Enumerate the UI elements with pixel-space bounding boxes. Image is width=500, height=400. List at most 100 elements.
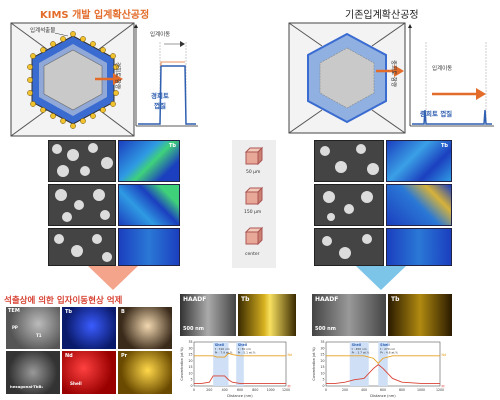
- right-tb-map-center: [386, 228, 452, 266]
- right-micrograph-50: [314, 140, 384, 182]
- series-line-pr: [194, 375, 286, 384]
- right-down-arrow-icon: [356, 266, 406, 290]
- series-label: Pr: [442, 384, 446, 388]
- series-label: Nd: [442, 353, 447, 357]
- x-tick-label: 1000: [417, 388, 425, 392]
- shell-band: [213, 342, 229, 386]
- right-haadf-image: HAADF 500 nm: [312, 294, 386, 336]
- x-tick-label: 200: [342, 388, 348, 392]
- y-tick-label: 30: [188, 346, 192, 350]
- series-line-pr: [326, 364, 440, 384]
- x-tick-label: 1200: [436, 388, 444, 392]
- nd-tile: Nd Shell: [62, 351, 116, 394]
- y-tick-label: 35: [320, 340, 324, 344]
- right-tb-map-150: [386, 184, 452, 226]
- left-arrow-icon: [95, 73, 123, 85]
- x-tick-label: 600: [380, 388, 386, 392]
- x-tick-label: 600: [237, 388, 243, 392]
- y-tick-label: 10: [188, 371, 192, 375]
- right-arrow-label: 입계이동: [432, 66, 453, 72]
- cube-icon-center: [244, 226, 264, 246]
- y-tick-label: 5: [322, 378, 324, 382]
- right-micrograph-150: [314, 184, 384, 226]
- annotation-detail: t : 50 nm: [238, 347, 251, 351]
- middle-line-chart: 0 200 400 600 800 1000 1200 0 5 10 15 20 25 30 35 Dista…: [180, 340, 293, 398]
- y-tick-label: 0: [322, 384, 324, 388]
- x-axis-label: Distance (nm): [370, 394, 396, 398]
- right-line-chart: 0 200 400 600 800 1000 1200 0 5 10 15 20 25 30 35 Dista…: [312, 340, 447, 398]
- x-tick-label: 1000: [267, 388, 275, 392]
- y-tick-label: 15: [188, 365, 192, 369]
- right-micrograph-center: [314, 228, 384, 266]
- left-arrow-label: 입계이동: [150, 32, 171, 38]
- y-tick-label: 5: [190, 378, 192, 382]
- x-axis-label: Distance (nm): [227, 394, 253, 398]
- x-tick-label: 0: [325, 388, 327, 392]
- x-tick-label: 400: [222, 388, 228, 392]
- left-tb-map-center: [118, 228, 180, 266]
- y-axis-label: Concentration (at.%): [180, 347, 184, 380]
- tb-tile: Tb: [62, 307, 116, 349]
- cube-icon-150: [244, 186, 264, 206]
- y-axis-label: Concentration (at.%): [312, 347, 316, 380]
- annotation-detail: t : 310 nm: [215, 347, 230, 351]
- left-profile-plot: [134, 24, 198, 127]
- depth-label-50: 50 μm: [246, 170, 261, 175]
- y-tick-label: 10: [320, 371, 324, 375]
- left-tb-map-50: Tb: [118, 140, 180, 182]
- right-tb-map: Tb: [388, 294, 452, 336]
- series-label: Pr: [288, 384, 292, 388]
- annotation-label: Shell: [352, 343, 361, 347]
- left-micrograph-center: [48, 228, 116, 266]
- depth-label-center: center: [245, 252, 260, 257]
- pr-tile: Pr: [118, 351, 172, 394]
- left-tb-map-150: [118, 184, 180, 226]
- y-tick-label: 20: [320, 359, 324, 363]
- left-micrograph-150: [48, 184, 116, 226]
- x-tick-label: 400: [361, 388, 367, 392]
- left-shell-label: 경희토 껍질: [151, 92, 169, 110]
- x-tick-label: 800: [252, 388, 258, 392]
- annotation-detail: Pr : 7.9 at.%: [215, 351, 233, 355]
- depth-label-150: 150 μm: [244, 210, 262, 215]
- shell-band: [378, 342, 388, 386]
- series-label: Nd: [288, 353, 293, 357]
- tem-tile: TEM PP T1: [6, 307, 60, 349]
- y-tick-label: 35: [188, 340, 192, 344]
- left-grain-schematic: [10, 22, 135, 137]
- bottom-left-title: 석출상에 의한 입자이동현상 억제: [4, 296, 123, 306]
- right-tb-map-50: Tb: [386, 140, 452, 182]
- y-tick-label: 0: [190, 384, 192, 388]
- shell-band: [349, 342, 369, 386]
- y-tick-label: 30: [320, 346, 324, 350]
- annotation-detail: Pr : 3.7 at.%: [352, 351, 370, 355]
- x-tick-label: 800: [399, 388, 405, 392]
- right-shell-label: 중희토 껍질: [420, 110, 453, 118]
- series-line-nd: [194, 352, 286, 358]
- right-arrow-icon: [376, 65, 404, 77]
- b-tile: B: [118, 307, 172, 349]
- left-title: KIMS 개발 입계확산공정: [40, 10, 150, 21]
- middle-tb-map: Tb: [238, 294, 296, 336]
- annotation-label: Shell: [380, 343, 389, 347]
- right-grain-schematic: [288, 22, 406, 134]
- x-tick-label: 200: [206, 388, 212, 392]
- annotation-label: Shell: [215, 343, 224, 347]
- left-micrograph-50: [48, 140, 116, 182]
- annotation-label: Shell: [238, 343, 247, 347]
- right-y-axis-label: 중희토 함량: [390, 60, 396, 88]
- annotation-detail: t : 270 nm: [380, 347, 395, 351]
- left-down-arrow-icon: [88, 266, 138, 290]
- y-tick-label: 20: [188, 359, 192, 363]
- right-title: 기존입계확산공정: [345, 10, 419, 21]
- y-tick-label: 25: [188, 353, 192, 357]
- annotation-detail: t : 450 nm: [352, 347, 367, 351]
- cube-icon-50: [244, 146, 264, 166]
- left-y-axis-label: 경희토 함량: [114, 62, 120, 90]
- shell-band: [236, 342, 244, 386]
- y-tick-label: 15: [320, 365, 324, 369]
- annotation-detail: Pr : 4.8 at.%: [380, 351, 398, 355]
- right-profile-plot: [408, 24, 494, 127]
- series-line-nd: [326, 355, 440, 365]
- y-tick-label: 25: [320, 353, 324, 357]
